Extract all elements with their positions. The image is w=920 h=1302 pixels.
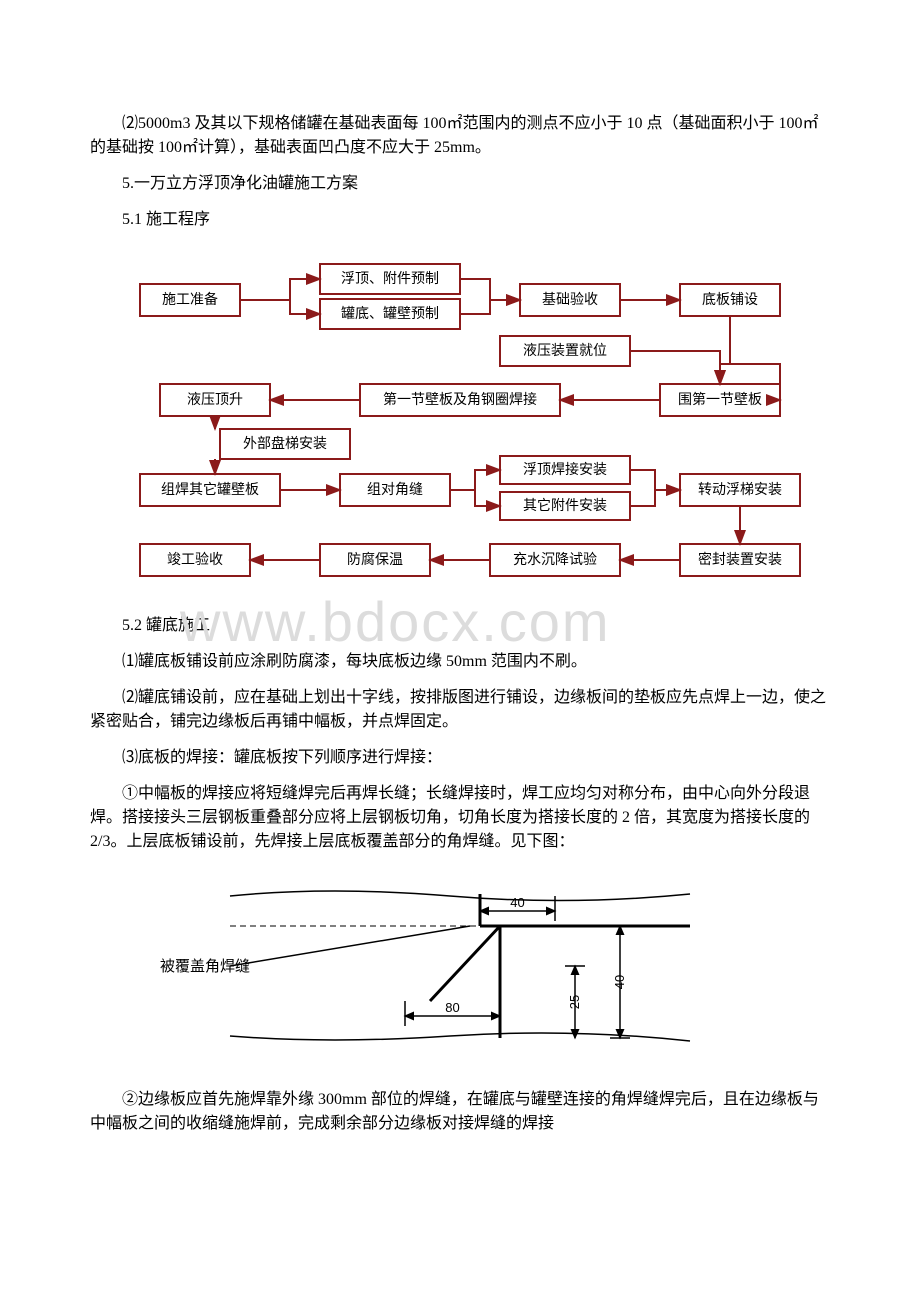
flow-node-label: 围第一节壁板	[678, 391, 762, 408]
flow-edge	[460, 279, 520, 300]
diagram-label: 被覆盖角焊缝	[160, 958, 250, 975]
paragraph: ①中幅板的焊接应将短缝焊完后再焊长缝；长缝焊接时，焊工应均匀对称分布，由中心向外…	[90, 782, 830, 854]
flow-edge	[460, 300, 520, 314]
flow-node-label: 组焊其它罐壁板	[161, 481, 259, 498]
flow-node-label: 浮顶焊接安装	[523, 461, 607, 478]
heading-5-2: 5.2 罐底施工	[90, 614, 830, 638]
flow-edge	[630, 470, 680, 490]
flow-edge	[630, 490, 680, 506]
flow-edge	[450, 470, 500, 490]
flow-edge	[630, 351, 720, 384]
heading-5-1: 5.1 施工程序	[90, 208, 830, 232]
flow-node-label: 液压顶升	[187, 392, 243, 408]
paragraph: ⑴罐底板铺设前应涂刷防腐漆，每块底板边缘 50mm 范围内不刷。	[90, 650, 830, 674]
diagram-line	[430, 926, 500, 1001]
paragraph: ⑵5000m3 及其以下规格储罐在基础表面每 100㎡范围内的测点不应小于 10…	[90, 112, 830, 160]
flow-node-label: 底板铺设	[702, 292, 758, 308]
flow-edge	[720, 316, 730, 384]
flow-node-label: 外部盘梯安装	[243, 435, 327, 452]
diagram-line	[230, 1033, 690, 1041]
flow-edge	[240, 279, 320, 300]
flow-node-label: 罐底、罐壁预制	[341, 306, 439, 322]
flow-node-label: 转动浮梯安装	[698, 482, 782, 498]
flow-node-label: 竣工验收	[167, 552, 223, 568]
weld-diagram: 被覆盖角焊缝 40 80 40 25	[150, 866, 770, 1076]
flow-edge	[240, 300, 320, 314]
flow-edge	[450, 490, 500, 506]
flow-node-label: 其它附件安装	[523, 497, 607, 514]
diagram-label: 25	[567, 995, 582, 1009]
flow-node-label: 密封装置安装	[698, 551, 782, 568]
flow-node-label: 浮顶、附件预制	[341, 271, 439, 287]
diagram-label: 80	[445, 1000, 459, 1015]
diagram-line	[230, 891, 690, 901]
flowchart-container: 施工准备 浮顶、附件预制罐底、罐壁预制 基础验收 底板铺设液压装置就位围第一节壁板 第一…	[90, 244, 830, 594]
flow-node-label: 液压装置就位	[523, 343, 607, 359]
paragraph: ②边缘板应首先施焊靠外缘 300mm 部位的焊缝，在罐底与罐壁连接的角焊缝焊完后…	[90, 1088, 830, 1136]
diagram-label: 40	[510, 895, 524, 910]
flow-node-label: 组对角缝	[367, 482, 423, 498]
diagram-line	[230, 926, 470, 966]
paragraph: ⑵罐底铺设前，应在基础上划出十字线，按排版图进行铺设，边缘板间的垫板应先点焊上一…	[90, 686, 830, 734]
heading-5: 5.一万立方浮顶净化油罐施工方案	[90, 172, 830, 196]
flowchart: 施工准备 浮顶、附件预制罐底、罐壁预制 基础验收 底板铺设液压装置就位围第一节壁板 第一…	[100, 244, 820, 594]
flow-node-label: 防腐保温	[347, 551, 403, 568]
diagram-label: 40	[612, 975, 627, 989]
paragraph: ⑶底板的焊接：罐底板按下列顺序进行焊接：	[90, 746, 830, 770]
flow-node-label: 施工准备	[162, 291, 218, 308]
flow-node-label: 第一节壁板及角钢圈焊接	[383, 391, 537, 408]
flow-node-label: 基础验收	[542, 291, 598, 308]
flow-node-label: 充水沉降试验	[513, 552, 597, 568]
